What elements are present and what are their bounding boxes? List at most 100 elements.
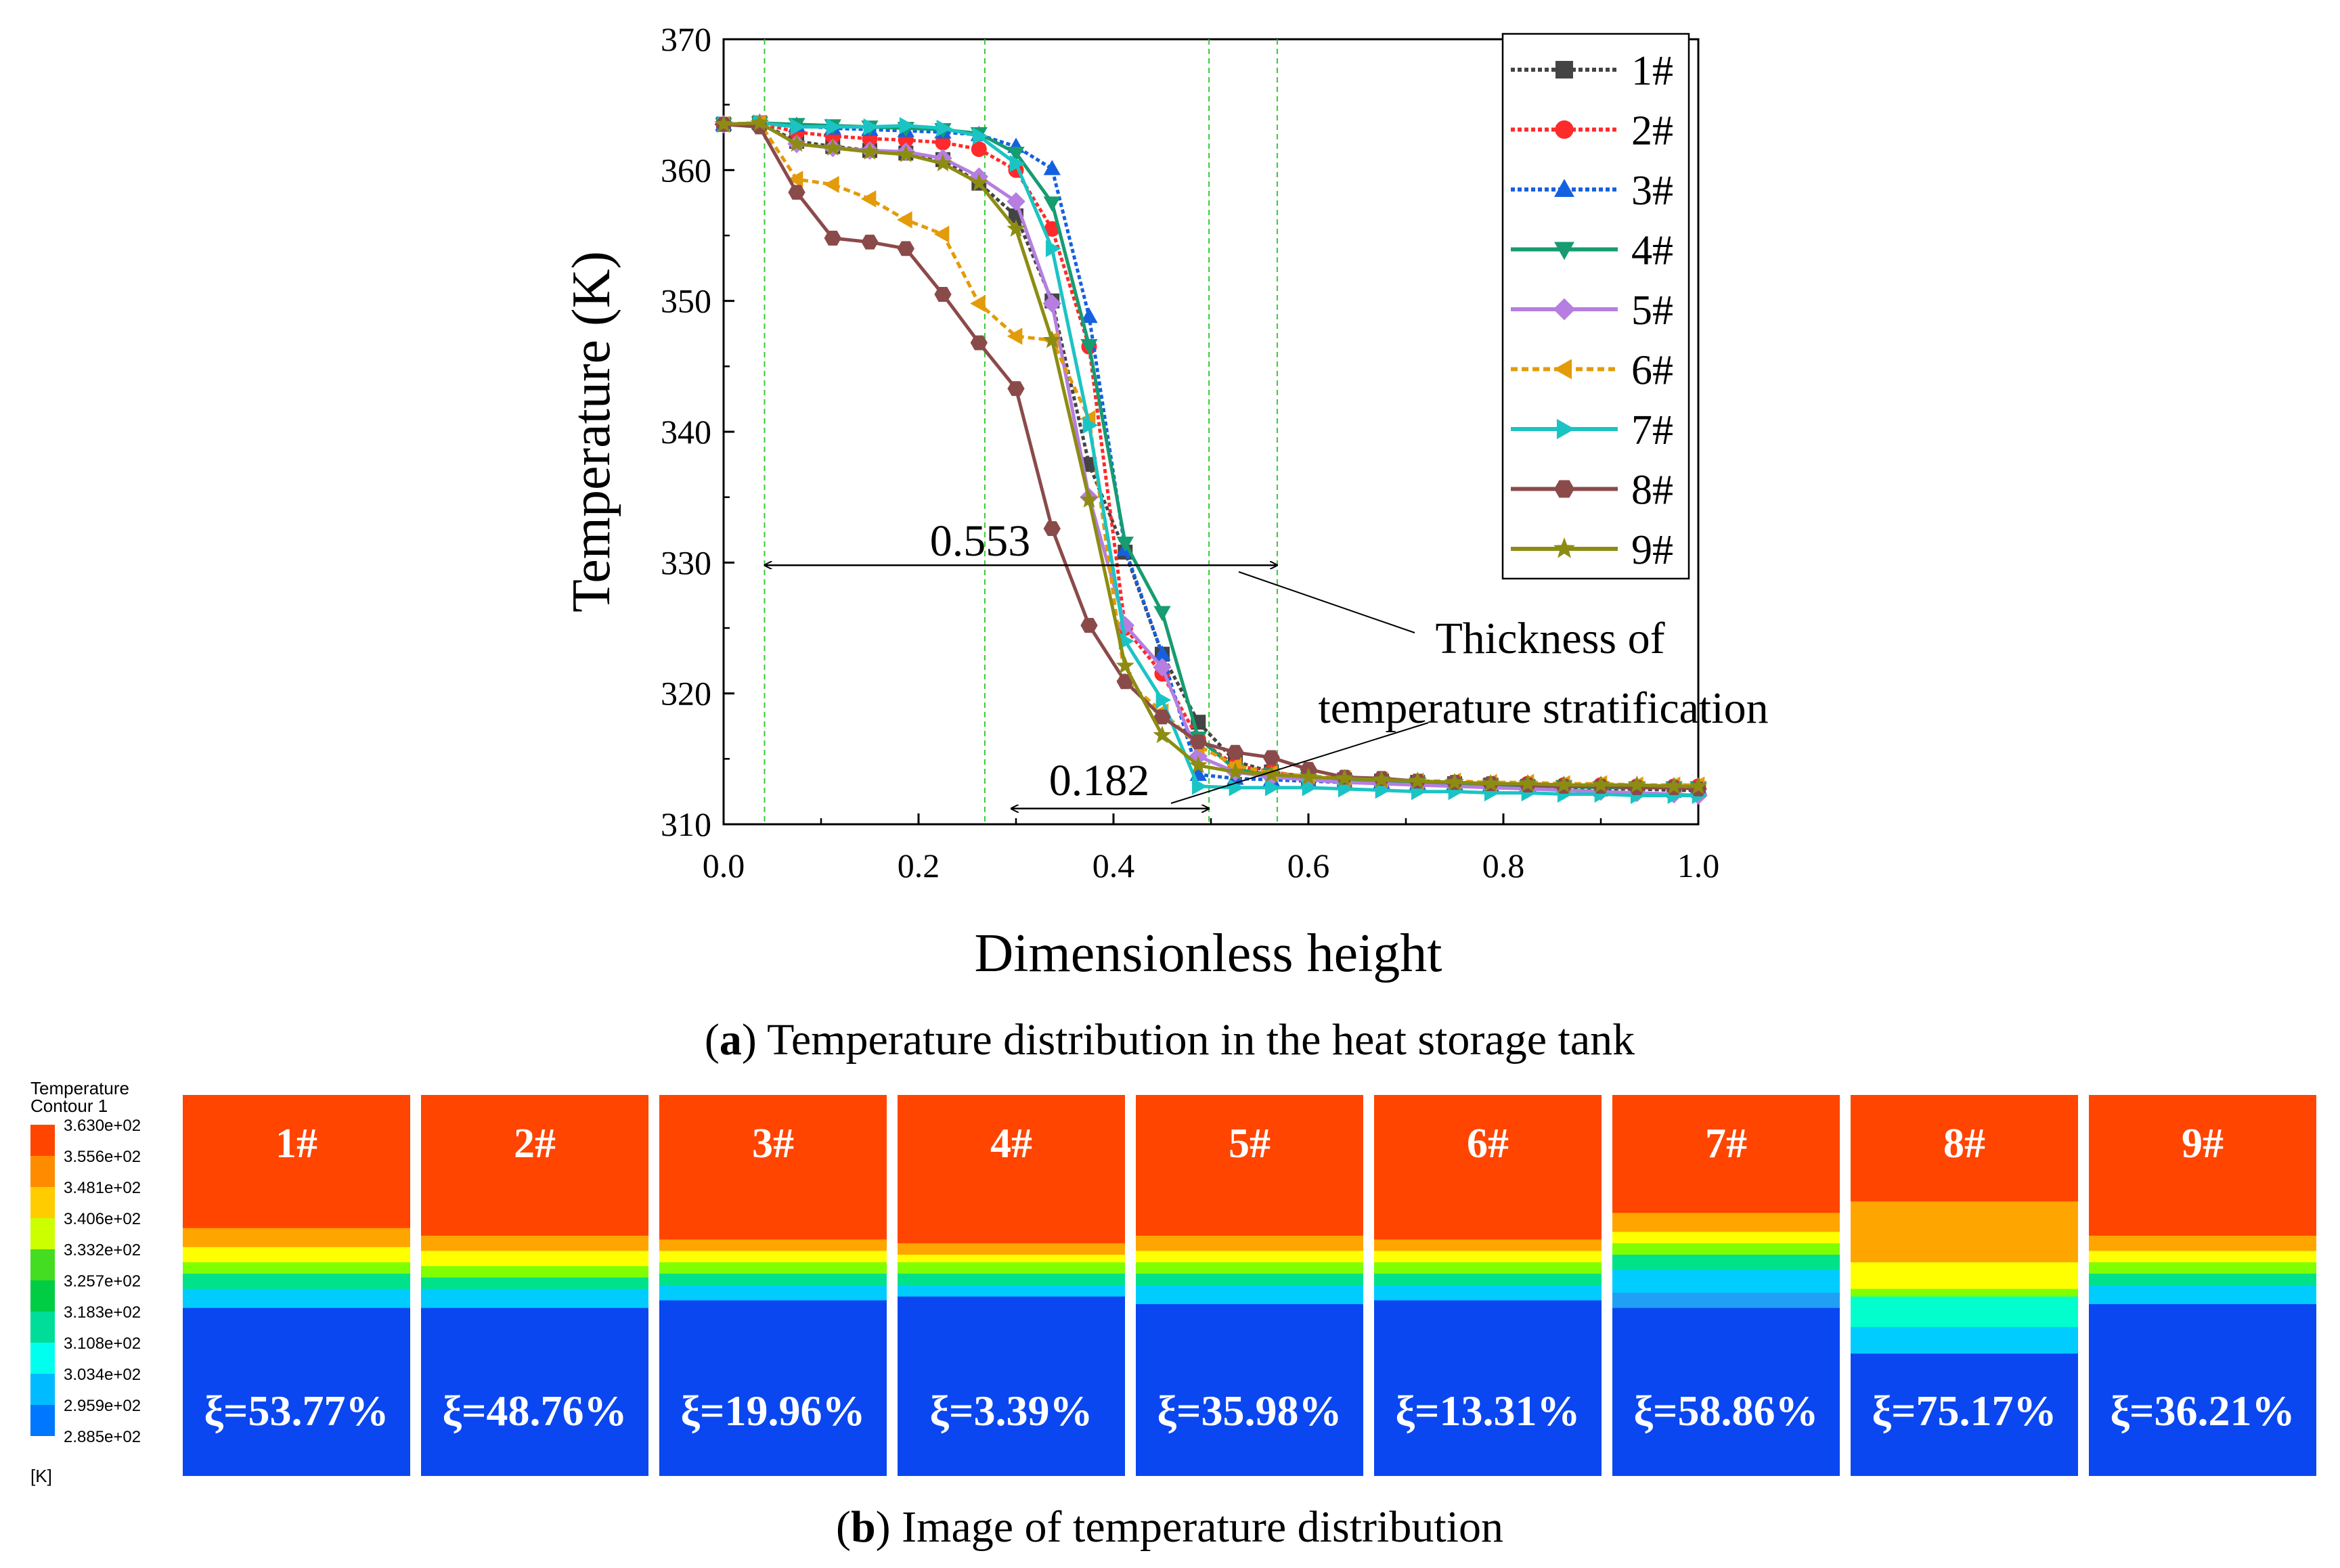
data-point <box>1009 155 1025 173</box>
contour-panel-1#: 1# ξ=53.77% <box>183 1095 410 1476</box>
data-point <box>1408 771 1427 789</box>
data-point <box>1627 775 1646 793</box>
series-line <box>723 121 1698 797</box>
data-point <box>1153 658 1172 677</box>
panel-xi-value: ξ=75.17% <box>1872 1387 2057 1435</box>
data-point <box>970 294 986 313</box>
data-point <box>826 118 842 136</box>
data-point <box>1080 618 1098 633</box>
panel-label: 1# <box>275 1121 317 1167</box>
contour-swatch <box>30 1405 55 1436</box>
data-point <box>971 141 987 157</box>
contour-band <box>1612 1293 1840 1309</box>
legend-label: 4# <box>1631 228 1673 274</box>
callout-leader-1 <box>1238 571 1415 633</box>
contour-band <box>1612 1270 1840 1294</box>
data-point <box>970 335 988 351</box>
contour-level-label: 3.481e+02 <box>64 1179 141 1197</box>
span-label-narrow: 0.182 <box>1049 756 1150 805</box>
contour-band <box>659 1095 887 1240</box>
contour-band <box>1374 1274 1602 1286</box>
contour-band <box>659 1300 887 1476</box>
legend-label: 1# <box>1631 48 1673 94</box>
data-point <box>1189 755 1208 774</box>
contour-swatch <box>30 1125 55 1156</box>
series-line <box>723 121 1699 797</box>
data-point <box>1554 775 1573 793</box>
callout-text-line1: Thickness of <box>1435 614 1664 663</box>
data-point <box>787 171 803 188</box>
data-point <box>824 230 841 246</box>
contour-band <box>1136 1274 1363 1286</box>
legend-label: 9# <box>1631 527 1673 573</box>
data-point <box>1118 632 1134 650</box>
data-point <box>1082 416 1099 434</box>
x-tick-label: 0.0 <box>703 847 745 884</box>
span-label-wide: 0.553 <box>930 516 1031 566</box>
panel-xi-value: ξ=3.39% <box>930 1387 1093 1435</box>
data-point <box>1153 725 1172 744</box>
contour-band <box>421 1277 648 1290</box>
data-point <box>860 141 879 160</box>
data-point <box>1554 480 1574 498</box>
data-point <box>1042 294 1062 313</box>
contour-band <box>1612 1213 1840 1233</box>
contour-swatch <box>30 1280 55 1312</box>
data-point <box>714 114 733 133</box>
data-point <box>1082 457 1097 472</box>
legend-item: 6# <box>1511 348 1673 394</box>
x-tick-label: 0.8 <box>1482 847 1525 884</box>
data-point <box>1556 419 1575 439</box>
contour-swatch <box>30 1312 55 1343</box>
panel-xi-value: ξ=13.31% <box>1396 1387 1581 1435</box>
contour-swatch <box>30 1187 55 1218</box>
contour-band <box>1851 1296 2078 1328</box>
y-tick-label: 350 <box>661 282 711 320</box>
x-tick-label: 1.0 <box>1677 847 1720 884</box>
contour-band <box>659 1274 887 1286</box>
contour-band <box>2089 1304 2316 1476</box>
data-point <box>787 134 806 152</box>
data-point <box>1591 775 1610 793</box>
legend-items: 1# 2# 3# 4# 5# 6# 7# 8# 9# <box>1511 48 1673 573</box>
contour-band <box>1136 1285 1363 1305</box>
contour-band <box>1136 1235 1363 1252</box>
contour-level-label: 2.885e+02 <box>64 1428 141 1446</box>
contour-swatch <box>30 1218 55 1249</box>
contour-panel-4#: 4# ξ=3.39% <box>898 1095 1125 1476</box>
data-point <box>1153 709 1171 725</box>
x-tick-label: 0.6 <box>1287 847 1330 884</box>
callout-text-line2: temperature stratification <box>1318 684 1768 733</box>
panel-label: 7# <box>1705 1121 1747 1167</box>
legend-item: 1# <box>1511 48 1673 94</box>
y-tick-label: 340 <box>661 413 711 451</box>
data-point <box>823 138 842 156</box>
contour-band <box>1851 1095 2078 1203</box>
contour-band <box>421 1251 648 1267</box>
contour-levels: 3.630e+02 3.556e+02 3.481e+02 3.406e+02 3.33… <box>30 1117 141 1446</box>
panel-xi-value: ξ=58.86% <box>1634 1387 1819 1435</box>
contour-band <box>898 1262 1125 1275</box>
contour-band <box>183 1095 410 1229</box>
contour-level-label: 2.959e+02 <box>64 1397 141 1415</box>
data-point <box>1080 490 1099 508</box>
data-point <box>1554 179 1574 198</box>
callout-leader-2 <box>1170 722 1429 804</box>
legend: 1# 2# 3# 4# 5# 6# 7# 8# 9# <box>1501 32 1690 580</box>
data-point <box>788 185 805 200</box>
legend-label: 8# <box>1631 468 1673 514</box>
contour-band <box>1136 1262 1363 1275</box>
data-point <box>1335 769 1354 786</box>
data-point <box>1299 767 1318 785</box>
contour-band <box>1851 1326 2078 1355</box>
contour-panel-5#: 5# ξ=35.98% <box>1136 1095 1363 1476</box>
panel-label: 2# <box>514 1121 556 1167</box>
data-point <box>1372 769 1391 788</box>
data-point <box>1007 328 1023 345</box>
data-point <box>1153 606 1171 621</box>
data-point <box>935 135 951 151</box>
panel-label: 8# <box>1943 1121 1985 1167</box>
data-point <box>1262 765 1281 783</box>
contour-band <box>1374 1095 1602 1240</box>
contour-band <box>1374 1239 1602 1252</box>
